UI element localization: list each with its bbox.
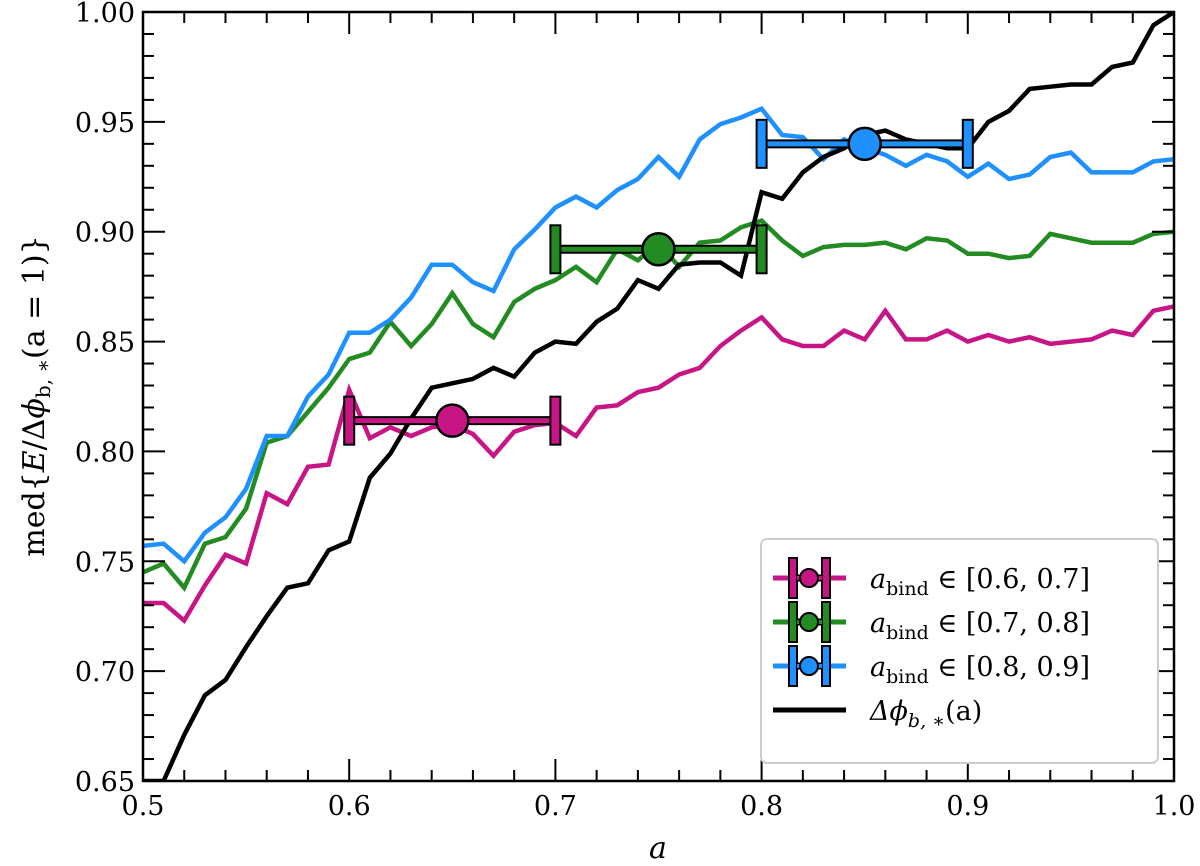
x-tick-label: 0.8 (740, 791, 783, 822)
x-tick-label: 0.7 (534, 791, 577, 822)
legend: abind ∈ [0.6, 0.7] abind ∈ [0.7, 0.8] abin… (760, 538, 1159, 764)
svg-text:Δϕb, ∗(a): Δϕb, ∗(a) (869, 696, 982, 732)
series-line-1 (143, 218, 1174, 592)
y-axis-label: med{E/Δϕb, ∗(a = 1)} (17, 235, 55, 556)
legend-item-3: Δϕb, ∗(a) (773, 696, 982, 732)
svg-text:med{E/Δϕb, ∗(a = 1)}: med{E/Δϕb, ∗(a = 1)} (17, 235, 55, 556)
x-axis-label: a (649, 831, 667, 866)
y-tick-label: 1.00 (75, 0, 135, 29)
tick-labels: 0.5 0.6 0.7 0.8 0.9 1.0 0.65 0.70 0.75 0.80 0.85 0.… (75, 0, 1196, 822)
y-tick-label: 0.95 (75, 108, 135, 139)
errorbar-markers (343, 118, 974, 446)
x-tick-label: 0.6 (328, 791, 371, 822)
legend-item-1: abind ∈ [0.7, 0.8] (773, 601, 1090, 644)
series-lines (143, 12, 1174, 781)
series-line-2 (143, 105, 1174, 565)
legend-item-2: abind ∈ [0.8, 0.9] (773, 645, 1090, 688)
legend-item-0: abind ∈ [0.6, 0.7] (773, 557, 1090, 600)
series-line-3 (143, 12, 1174, 781)
svg-text:abind ∈ [0.8, 0.9]: abind ∈ [0.8, 0.9] (870, 652, 1090, 688)
legend-frame (760, 538, 1159, 764)
y-tick-label: 0.80 (75, 437, 135, 468)
x-tick-label: 0.9 (946, 791, 989, 822)
svg-text:abind ∈ [0.7, 0.8]: abind ∈ [0.7, 0.8] (870, 608, 1090, 644)
y-tick-label: 0.90 (75, 218, 135, 249)
y-tick-label: 0.85 (75, 328, 135, 359)
errorbar-2 (755, 118, 974, 169)
y-tick-label: 0.65 (75, 767, 135, 798)
errorbar-1 (549, 224, 768, 275)
x-tick-label: 0.5 (122, 791, 165, 822)
x-tick-label: 1.0 (1153, 791, 1196, 822)
svg-text:abind ∈ [0.6, 0.7]: abind ∈ [0.6, 0.7] (870, 564, 1090, 600)
errorbar-0 (343, 395, 562, 446)
y-tick-label: 0.75 (75, 547, 135, 578)
series-line-0 (143, 304, 1174, 625)
plot-frame (141, 10, 1176, 783)
axes (141, 10, 1176, 783)
y-tick-label: 0.70 (75, 657, 135, 688)
